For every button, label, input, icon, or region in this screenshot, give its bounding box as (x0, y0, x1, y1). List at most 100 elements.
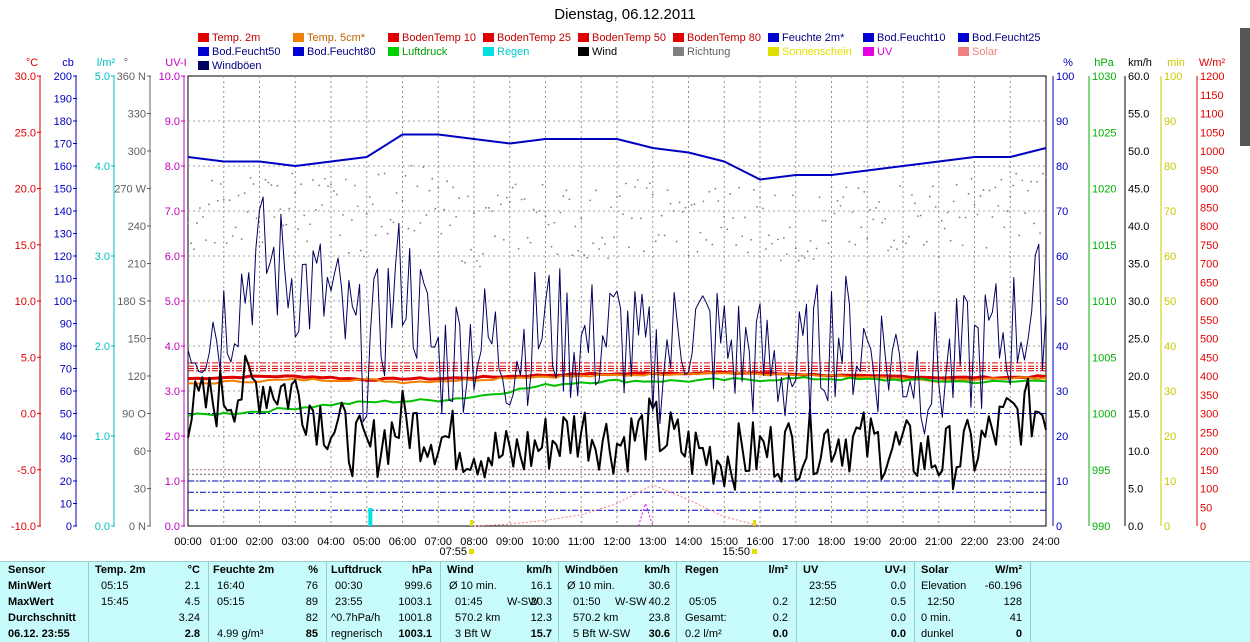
stats-cell: W-SW (507, 596, 539, 608)
legend-item: Windböen (198, 59, 262, 73)
axis-tick-label: 2.0 (165, 431, 180, 443)
direction-point (616, 195, 618, 198)
window-edge (1240, 28, 1250, 146)
direction-point (979, 195, 982, 197)
legend-item: Solar (958, 45, 998, 59)
axis-tick-label: 2.0 (95, 341, 110, 353)
direction-point (693, 203, 696, 206)
direction-point (598, 248, 601, 250)
direction-point (934, 205, 937, 208)
direction-point (490, 210, 493, 213)
direction-point (872, 218, 875, 221)
direction-point (1015, 172, 1018, 175)
stats-cell: 0.0 (890, 628, 906, 640)
direction-point (818, 196, 821, 199)
axis-tick-label: 50 (1056, 296, 1068, 308)
direction-point (657, 233, 660, 236)
direction-point (648, 182, 651, 185)
series-line-wind (187, 354, 1047, 491)
axis-tick-label: 210 (128, 259, 146, 271)
axis-tick-label: 50 (60, 409, 72, 421)
stats-cell: 01:45 (455, 596, 483, 608)
axis-tick-label: 240 (128, 221, 146, 233)
axis-tick-label: 150 (54, 184, 72, 196)
stats-cell: 01:50 (573, 596, 601, 608)
stats-cell: 570.2 km (455, 612, 501, 624)
axis-tick-label: 100 (1056, 71, 1074, 83)
axis-tick-label: 50 (1164, 296, 1176, 308)
direction-point (842, 196, 845, 199)
direction-point (443, 208, 446, 211)
direction-point (678, 201, 681, 204)
direction-point (747, 251, 749, 254)
direction-point (1042, 172, 1044, 175)
direction-point (991, 216, 994, 218)
direction-point (928, 195, 931, 198)
stats-cell: 0 min. (921, 612, 951, 624)
axis-tick-label: 120 (54, 251, 72, 263)
direction-point (785, 253, 788, 256)
axis-tick-label: 5.0 (1128, 484, 1143, 496)
direction-point (630, 217, 633, 220)
time-tick-label: 12:00 (603, 536, 631, 548)
legend-item: Temp. 2m (198, 31, 260, 45)
direction-point (297, 228, 300, 230)
direction-point (487, 207, 490, 209)
axis-tick-label: 110 (54, 274, 72, 286)
axis-tick-label: 5.0 (95, 71, 110, 83)
series-line-temp-5cm- (187, 371, 1047, 385)
stats-cell: ^0.7hPa/h (331, 612, 381, 624)
time-tick-label: 19:00 (853, 536, 881, 548)
stats-cell: 30.6 (648, 628, 670, 640)
time-tick-label: 14:00 (675, 536, 703, 548)
direction-point (782, 237, 785, 239)
direction-point (881, 221, 884, 224)
stats-regen-header: Regen (685, 564, 719, 576)
direction-point (717, 200, 720, 202)
direction-point (312, 179, 315, 181)
axis-tick-label: 0 (1056, 521, 1062, 533)
time-tick-label: 03:00 (281, 536, 309, 548)
stats-wind-col: Wind km/h Ø 10 min. 16.1 01:45 W-SW 20.3 570… (440, 562, 558, 642)
axis-tick-label: 700 (1200, 259, 1218, 271)
direction-point (937, 256, 940, 258)
legend-item: BodenTemp 80 (673, 31, 761, 45)
direction-point (863, 190, 866, 193)
legend-label: BodenTemp 25 (497, 32, 571, 44)
stats-luftdruck-col: Luftdruck hPa 00:30 999.6 23:55 1003.1 ^0.7… (326, 562, 440, 642)
legend-label: Bod.Feucht10 (877, 32, 946, 44)
axis-tick-label: 250 (1200, 427, 1218, 439)
direction-point (762, 207, 764, 210)
direction-point (324, 177, 326, 180)
time-tick-label: 11:00 (568, 536, 595, 548)
sunrise-marker (469, 549, 475, 554)
axis-unit-label: min (1167, 57, 1185, 69)
direction-point (333, 190, 335, 192)
axis-tick-label: 70 (1056, 206, 1068, 218)
direction-point (526, 236, 529, 239)
series-line-windb-en (187, 196, 1047, 435)
axis-tick-label: 1025 (1092, 127, 1116, 139)
axis-tick-label: 20 (1056, 431, 1068, 443)
stats-cell: dunkel (921, 628, 954, 640)
direction-point (800, 254, 803, 257)
axis-unit-label: W/m² (1199, 57, 1226, 69)
stats-wind-header: Wind (447, 564, 474, 576)
direction-point (252, 183, 255, 185)
stats-cell: 12:50 (927, 596, 955, 608)
direction-point (878, 201, 881, 203)
direction-point (916, 215, 919, 218)
legend-swatch (388, 47, 399, 56)
direction-point (270, 184, 273, 186)
legend-item: Luftdruck (388, 45, 447, 59)
direction-point (902, 240, 904, 243)
direction-point (970, 178, 973, 180)
direction-point (985, 246, 988, 249)
legend-swatch (863, 47, 874, 56)
axis-tick-label: 1100 (1200, 109, 1224, 121)
time-tick-label: 10:00 (532, 536, 560, 548)
stats-cell: 05:15 (101, 580, 129, 592)
direction-point (508, 200, 511, 203)
legend-swatch (198, 33, 209, 42)
axis-tick-label: 10 (60, 499, 72, 511)
